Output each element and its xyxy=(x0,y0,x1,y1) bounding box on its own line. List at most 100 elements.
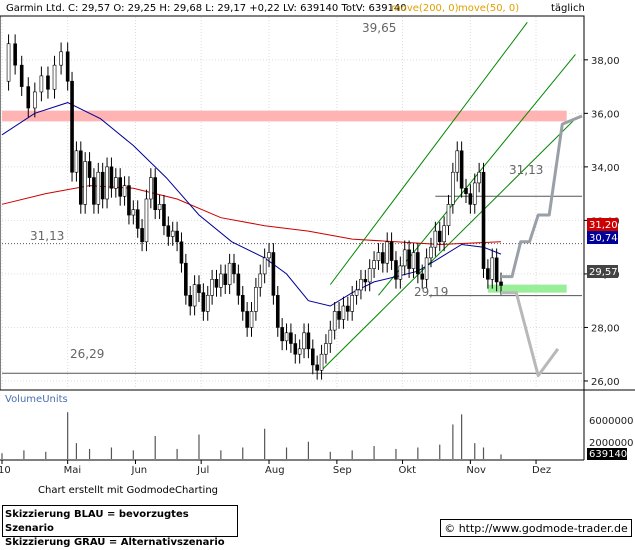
candle-body xyxy=(302,332,306,350)
candle-body xyxy=(46,75,50,90)
channel-line-inner xyxy=(378,54,576,296)
candle-body xyxy=(162,204,166,227)
candle-body xyxy=(188,295,193,307)
candle-body xyxy=(416,252,420,275)
candle-body xyxy=(275,295,280,328)
scenario-sketches xyxy=(501,114,583,378)
period-label: täglich xyxy=(551,3,585,14)
candle-body xyxy=(442,225,446,243)
candle-body xyxy=(52,64,57,90)
candle-body xyxy=(451,171,455,205)
candle-body xyxy=(83,161,87,205)
candle-body xyxy=(114,177,118,189)
candle-body xyxy=(407,249,411,269)
candle-body xyxy=(381,252,385,264)
candle-body xyxy=(170,230,175,237)
candle-body xyxy=(310,348,315,366)
candle-body xyxy=(70,80,74,173)
resistance-zone xyxy=(2,110,567,122)
volume-tick-bottom: 2000000 xyxy=(589,438,634,449)
candle-body xyxy=(354,289,359,296)
candle-body xyxy=(166,225,171,237)
x-tick-label: Dez xyxy=(532,465,551,476)
candle-body xyxy=(324,343,328,355)
x-tick-label: Jul xyxy=(196,465,209,476)
candle-body xyxy=(359,278,363,291)
candle-body xyxy=(346,305,350,312)
candle-body xyxy=(350,295,354,312)
candle-body xyxy=(319,353,324,371)
candle-body xyxy=(149,177,153,200)
candle-body xyxy=(144,198,149,243)
candle-body xyxy=(464,187,468,194)
price-candles xyxy=(6,34,503,380)
candle-body xyxy=(420,273,425,280)
candle-body xyxy=(245,311,249,328)
zones xyxy=(2,110,567,293)
candle-body xyxy=(153,177,158,210)
candle-body xyxy=(490,257,495,280)
candle-body xyxy=(192,284,197,307)
candle-body xyxy=(472,182,477,205)
candle-body xyxy=(297,348,302,355)
candle-body xyxy=(210,278,214,296)
candle-body xyxy=(205,295,210,312)
candle-body xyxy=(332,311,337,331)
scenario-legend: Skizzierung BLAU = bevorzugtes Szenario … xyxy=(2,505,238,548)
candle-body xyxy=(267,252,271,259)
candle-body xyxy=(446,204,451,227)
x-tick-label: 10 xyxy=(0,465,11,476)
candle-body xyxy=(6,43,11,82)
candle-body xyxy=(59,51,63,66)
candle-body xyxy=(227,262,232,285)
candle-body xyxy=(494,257,499,283)
candle-body xyxy=(477,171,481,184)
candle-body xyxy=(398,265,403,280)
ma50-line xyxy=(1,102,502,307)
candle-body xyxy=(258,273,263,288)
candle-body xyxy=(394,260,398,280)
candle-body xyxy=(341,305,346,320)
candle-body xyxy=(328,329,333,344)
candle-body xyxy=(33,91,37,109)
candle-body xyxy=(411,252,416,269)
candle-body xyxy=(363,278,368,283)
candle-body xyxy=(13,43,17,66)
chart-credit: Chart erstellt mit GodmodeCharting xyxy=(38,485,218,496)
candle-body xyxy=(74,150,79,173)
candle-body xyxy=(306,332,311,350)
candle-body xyxy=(19,64,24,87)
volume-tick-top: 6000000 xyxy=(589,416,634,427)
candle-body xyxy=(87,161,92,178)
ma50-price-tag xyxy=(587,231,618,244)
candle-body xyxy=(184,262,188,296)
candle-body xyxy=(424,257,429,280)
candle-body xyxy=(437,230,442,243)
candle-body xyxy=(402,249,407,267)
ma200-line xyxy=(1,185,502,246)
quote-line: Garmin Ltd. C: 29,57 O: 29,25 H: 29,68 L… xyxy=(6,3,407,14)
candle-body xyxy=(486,268,490,280)
x-axis: 10 Mai Jun Jul Aug Sep Okt Nov Dez xyxy=(0,460,551,476)
volume-current-tag-text: 639140 xyxy=(589,449,627,460)
source-link[interactable]: © http://www.godmode-trader.de xyxy=(440,519,632,537)
x-tick-label: Sep xyxy=(333,465,352,476)
x-tick-label: Jun xyxy=(131,465,148,476)
source-url[interactable]: http://www.godmode-trader.de xyxy=(458,522,628,535)
ma200-price-tag-text: 31,20 xyxy=(589,220,618,231)
candle-body xyxy=(385,241,390,264)
candle-body xyxy=(118,177,122,197)
candle-body xyxy=(131,209,136,216)
candle-body xyxy=(219,273,223,288)
grey-scenario-path xyxy=(501,291,560,378)
candle-body xyxy=(481,171,486,269)
candle-body xyxy=(389,241,394,261)
candle-body xyxy=(376,252,381,261)
channel-line-upper xyxy=(329,22,528,285)
candle-body xyxy=(122,185,127,197)
candle-body xyxy=(254,287,258,312)
candle-body xyxy=(26,86,31,109)
candle-body xyxy=(280,327,284,342)
candle-body xyxy=(201,292,206,312)
candle-body xyxy=(249,311,254,328)
